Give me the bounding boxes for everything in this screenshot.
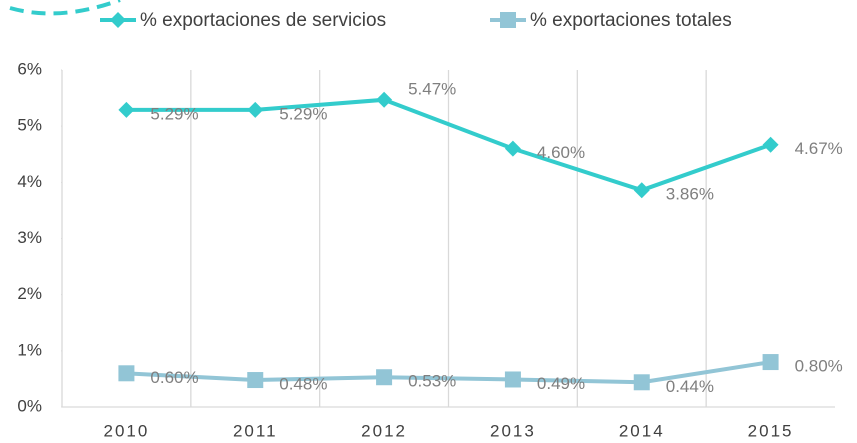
point <box>762 136 779 153</box>
point <box>504 140 521 157</box>
y-tick-label: 3% <box>17 228 42 247</box>
value-label: 0.53% <box>408 372 456 391</box>
y-tick-label: 4% <box>17 172 42 191</box>
y-tick-label: 0% <box>17 396 42 415</box>
value-label: 5.29% <box>150 104 198 123</box>
point <box>247 101 264 118</box>
legend-label: % exportaciones totales <box>530 10 732 31</box>
y-tick-label: 2% <box>17 284 42 303</box>
x-tick-label: 2012 <box>361 421 407 440</box>
value-label: 5.47% <box>408 79 456 98</box>
point <box>633 182 650 199</box>
point <box>118 101 135 118</box>
legend-label: % exportaciones de servicios <box>140 10 386 31</box>
x-tick-label: 2014 <box>619 421 665 440</box>
value-label: 0.80% <box>795 357 843 376</box>
value-label: 4.67% <box>795 139 843 158</box>
x-tick-label: 2010 <box>104 421 150 440</box>
value-label: 0.49% <box>537 374 585 393</box>
x-tick-label: 2013 <box>490 421 536 440</box>
point <box>247 372 264 389</box>
value-label: 0.44% <box>666 377 714 396</box>
value-label: 4.60% <box>537 143 585 162</box>
value-label: 3.86% <box>666 185 714 204</box>
point <box>376 369 393 386</box>
point <box>118 365 135 382</box>
point <box>500 12 516 28</box>
y-tick-label: 5% <box>17 116 42 135</box>
x-tick-label: 2011 <box>233 421 278 440</box>
legend: % exportaciones de servicios % exportacio… <box>100 10 732 31</box>
series-line <box>126 360 771 385</box>
point <box>633 374 650 391</box>
point <box>376 91 393 108</box>
decorative-arc <box>9 0 121 16</box>
y-tick-label: 6% <box>17 59 42 78</box>
series-line <box>126 97 772 193</box>
point <box>110 12 126 28</box>
value-label: 5.29% <box>279 104 327 123</box>
y-tick-label: 1% <box>17 340 42 359</box>
point <box>504 371 521 388</box>
value-label: 0.60% <box>150 368 198 387</box>
point <box>762 354 779 371</box>
value-label: 0.48% <box>279 375 327 394</box>
x-tick-label: 2015 <box>748 421 794 440</box>
